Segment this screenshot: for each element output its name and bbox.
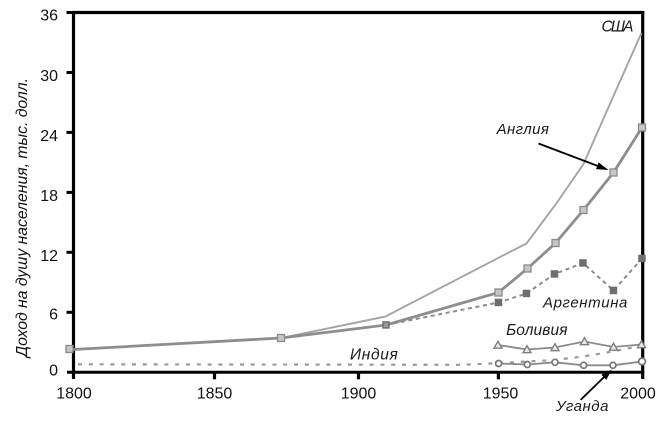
- svg-text:Аргентина: Аргентина: [542, 294, 627, 311]
- svg-text:1900: 1900: [341, 386, 377, 403]
- svg-text:2000: 2000: [620, 386, 656, 403]
- svg-text:6: 6: [49, 307, 58, 324]
- svg-text:1950: 1950: [483, 386, 519, 403]
- svg-text:Индия: Индия: [350, 347, 398, 364]
- svg-text:18: 18: [40, 188, 58, 205]
- svg-text:12: 12: [40, 248, 58, 265]
- svg-text:1850: 1850: [197, 386, 233, 403]
- svg-text:Доход на душу населения, тыс.: Доход на душу населения, тыс. долл.: [14, 78, 31, 359]
- svg-text:Англия: Англия: [496, 121, 549, 138]
- svg-text:Уганда: Уганда: [555, 398, 609, 415]
- svg-text:36: 36: [40, 8, 58, 25]
- svg-text:США: США: [602, 18, 634, 35]
- svg-text:24: 24: [40, 128, 58, 145]
- svg-text:1800: 1800: [56, 386, 92, 403]
- svg-text:0: 0: [49, 362, 58, 379]
- svg-text:30: 30: [40, 68, 58, 85]
- svg-text:Боливия: Боливия: [506, 322, 567, 339]
